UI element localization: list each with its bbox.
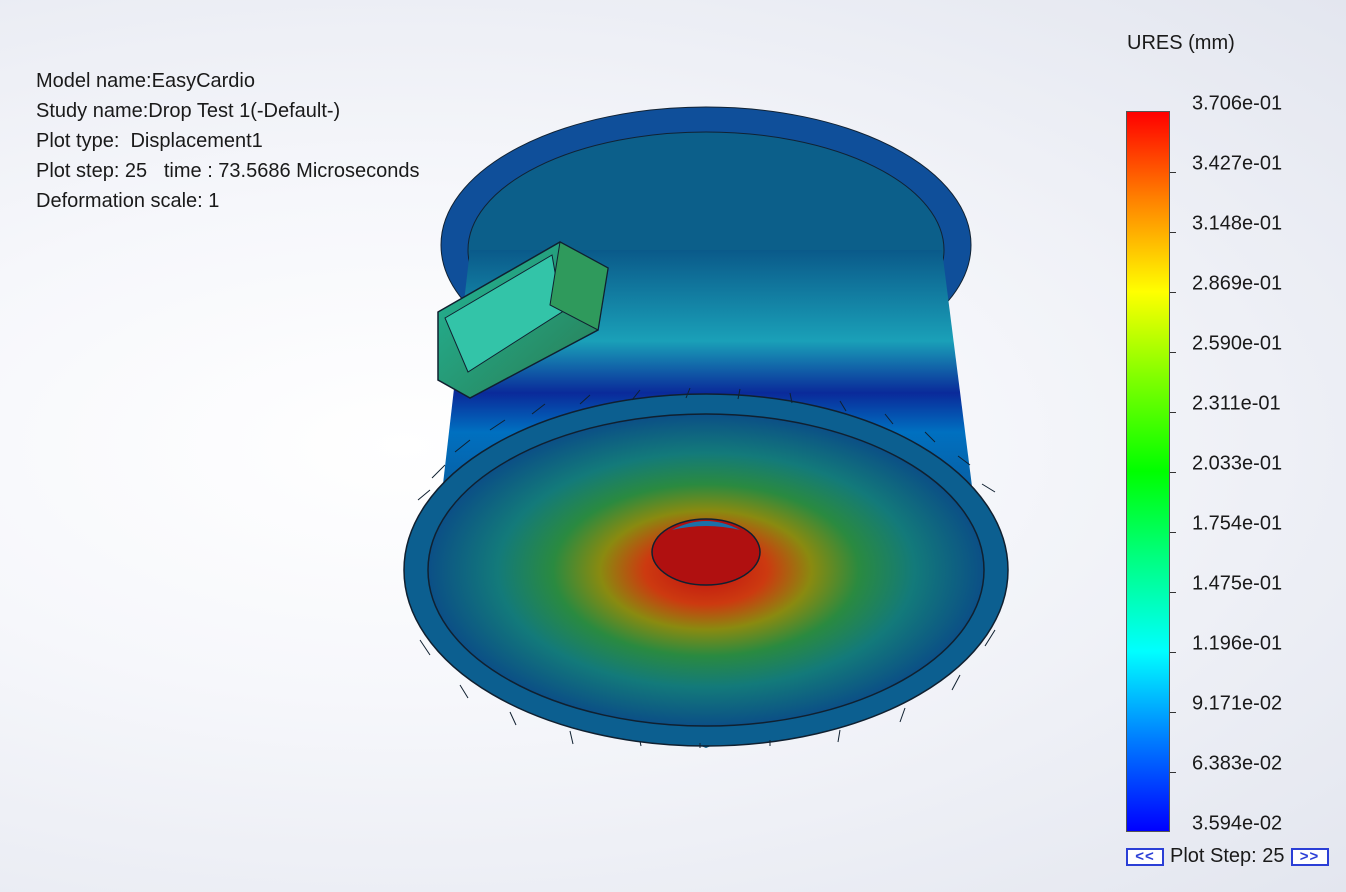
plot-step-control: << Plot Step: 25 >> bbox=[1126, 845, 1329, 868]
legend-tick-mark bbox=[1170, 232, 1176, 233]
legend-tick-label: 3.706e-01 bbox=[1192, 92, 1283, 115]
legend-tick-mark bbox=[1170, 412, 1176, 413]
legend-tick-mark bbox=[1170, 532, 1176, 533]
legend-tick-label: 2.033e-01 bbox=[1192, 452, 1283, 475]
legend-colorbar bbox=[1126, 111, 1170, 832]
hub-hole-inner bbox=[672, 521, 740, 530]
legend-tick-label: 1.475e-01 bbox=[1192, 572, 1283, 595]
attached-bracket bbox=[437, 241, 609, 399]
legend-tick-label: 2.869e-01 bbox=[1192, 272, 1283, 295]
hub-hole bbox=[651, 518, 761, 586]
legend-tick-label: 9.171e-02 bbox=[1192, 692, 1283, 715]
plot-step-time: Plot step: 25 time : 73.5686 Microsecond… bbox=[36, 160, 420, 182]
legend-tick-label: 2.590e-01 bbox=[1192, 332, 1283, 355]
legend-tick-mark bbox=[1170, 772, 1176, 773]
next-step-button[interactable]: >> bbox=[1290, 847, 1329, 866]
deformation-scale: Deformation scale: 1 bbox=[36, 190, 220, 212]
legend-tick-mark bbox=[1170, 292, 1176, 293]
legend-tick-label: 3.148e-01 bbox=[1192, 212, 1283, 235]
model-name: Model name:EasyCardio bbox=[36, 70, 255, 92]
legend-tick-mark bbox=[1170, 592, 1176, 593]
legend-tick-label: 6.383e-02 bbox=[1192, 752, 1283, 775]
legend-tick-mark bbox=[1170, 472, 1176, 473]
legend-tick-mark bbox=[1170, 652, 1176, 653]
legend-title: URES (mm) bbox=[1127, 32, 1235, 54]
legend-tick-mark bbox=[1170, 712, 1176, 713]
legend-tick-label: 2.311e-01 bbox=[1192, 392, 1281, 415]
tread-marks bbox=[417, 387, 996, 748]
legend-tick-label: 1.754e-01 bbox=[1192, 512, 1283, 535]
study-name: Study name:Drop Test 1(-Default-) bbox=[36, 100, 341, 122]
plot-type: Plot type: Displacement1 bbox=[36, 130, 263, 152]
plot-step-label: Plot Step: 25 bbox=[1170, 845, 1285, 867]
legend-tick-label: 3.427e-01 bbox=[1192, 152, 1283, 175]
plot-info: Model name:EasyCardio Study name:Drop Te… bbox=[36, 66, 420, 216]
legend-tick-mark bbox=[1170, 172, 1176, 173]
legend-tick-label: 3.594e-02 bbox=[1192, 812, 1283, 835]
legend-tick-mark bbox=[1170, 352, 1176, 353]
legend-tick-label: 1.196e-01 bbox=[1192, 632, 1283, 655]
previous-step-button[interactable]: << bbox=[1126, 847, 1164, 866]
